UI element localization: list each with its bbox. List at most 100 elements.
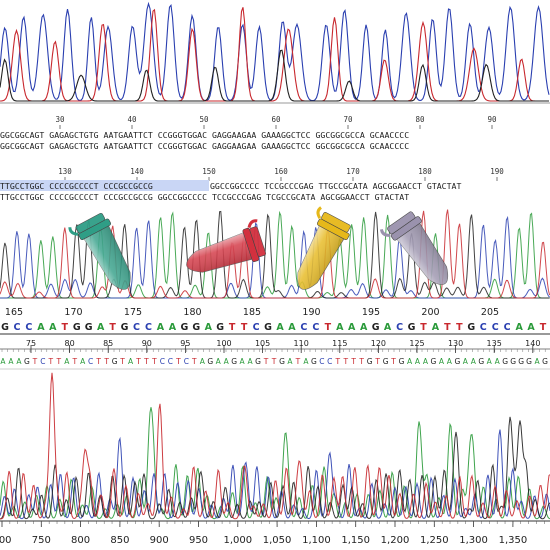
base-call: T <box>263 357 269 366</box>
pcr-tubes <box>68 206 449 290</box>
base-call: C <box>133 322 140 333</box>
base-call: G <box>207 357 213 366</box>
base-call: G <box>478 357 484 366</box>
bottom-trace-3 <box>0 372 550 520</box>
position-label: 190 <box>302 307 320 318</box>
base-call: G <box>264 322 272 333</box>
base-call: A <box>534 357 540 366</box>
base-call: A <box>276 322 284 333</box>
trace-series-0 <box>0 1 550 102</box>
base-call: A <box>439 357 445 366</box>
base-call: C <box>396 322 403 333</box>
base-call: C <box>184 357 189 366</box>
ruler-label: 125 <box>409 339 424 348</box>
base-call: A <box>360 322 368 333</box>
base-call: A <box>515 322 523 333</box>
ruler-label: 115 <box>332 339 347 348</box>
base-call: T <box>540 322 547 333</box>
ruler-label: 130 <box>448 339 463 348</box>
axis-label: 900 <box>150 535 169 546</box>
base-call: G <box>255 357 261 366</box>
axis-label: 850 <box>110 535 129 546</box>
base-call: T <box>151 357 157 366</box>
base-call: A <box>415 357 421 366</box>
base-call: T <box>271 357 277 366</box>
base-call: G <box>431 357 437 366</box>
top-chromatogram-trace <box>0 1 550 102</box>
base-call: A <box>64 357 70 366</box>
base-call: C <box>480 322 487 333</box>
base-call: T <box>420 322 427 333</box>
axis-label: 1,150 <box>341 535 370 546</box>
middle-chromatogram-trace <box>0 209 550 299</box>
x-axis-labels: 800 750 800 850 900 950 1,000 1,050 1,100 1,150 1,… <box>0 521 545 546</box>
sequence-line-1: GGCGGCAGT GAGAGCTGTG AATGAATTCT CCGGGTGG… <box>0 130 409 140</box>
base-call: G <box>24 357 30 366</box>
base-call: T <box>48 357 54 366</box>
base-position-labels: 165 170 175 180 185 190 195 200 205 <box>5 307 499 318</box>
base-call: T <box>95 357 101 366</box>
tube-hinge <box>247 219 258 229</box>
base-call: G <box>85 322 93 333</box>
base-call: C <box>25 322 32 333</box>
base-call: A <box>407 357 413 366</box>
sequence-line-3-rest: GGCCGGCCCC TCCGCCCGAG TTGCCGCATA AGCGGAA… <box>210 181 461 191</box>
base-call: A <box>348 322 356 333</box>
base-call: T <box>56 357 62 366</box>
ruler-label: 105 <box>255 339 270 348</box>
yellow-tube <box>297 206 351 290</box>
sequence-line-3-highlighted: TTGCCTGGC CCCCGCCCCT CCCGCCGCCG <box>0 181 153 191</box>
base-call: G <box>399 357 405 366</box>
base-call: T <box>456 322 463 333</box>
ruler-label: 140 <box>130 167 144 176</box>
base-call: C <box>40 357 45 366</box>
base-call: T <box>334 357 340 366</box>
base-call: G <box>311 357 317 366</box>
base-call: G <box>526 357 532 366</box>
base-call: T <box>390 357 396 366</box>
position-ruler-4: 75 80 85 90 95 100 105 110 115 120 125 130 135 140 <box>0 339 550 353</box>
trace-series-2 <box>0 49 549 102</box>
trace-G <box>0 210 550 299</box>
sequence-line-4: TTGCCTGGC CCCCGCCCCT CCCGCCGCCG GGCCGGCC… <box>0 192 409 202</box>
base-call: C <box>327 357 332 366</box>
tube-hinge <box>316 206 323 220</box>
bottom-trace-2 <box>0 416 550 520</box>
base-call: G <box>518 357 524 366</box>
base-call: A <box>97 322 105 333</box>
base-call: T <box>71 357 77 366</box>
base-call: A <box>240 357 246 366</box>
base-call: T <box>143 357 149 366</box>
base-call: C <box>253 322 260 333</box>
ruler-label: 120 <box>371 339 386 348</box>
base-call: A <box>16 357 22 366</box>
ruler-label: 40 <box>127 115 137 124</box>
base-call: G <box>231 357 237 366</box>
base-call: G <box>408 322 416 333</box>
base-call: A <box>200 357 206 366</box>
base-call: A <box>432 322 440 333</box>
base-call: A <box>205 322 213 333</box>
base-call: T <box>229 322 236 333</box>
position-label: 205 <box>481 307 499 318</box>
position-label: 180 <box>183 307 201 318</box>
base-call: A <box>527 322 535 333</box>
ruler-label: 60 <box>271 115 281 124</box>
base-call: T <box>374 357 380 366</box>
base-call: G <box>180 322 188 333</box>
base-call: T <box>32 357 38 366</box>
base-call: A <box>287 357 293 366</box>
base-call: C <box>300 322 307 333</box>
ruler-label: 150 <box>202 167 216 176</box>
base-call: A <box>303 357 309 366</box>
base-call: T <box>135 357 141 366</box>
ruler-label: 70 <box>343 115 353 124</box>
base-call: A <box>447 357 453 366</box>
bottom-trace-0 <box>0 407 550 520</box>
purple-tube <box>379 211 449 285</box>
tube-shine <box>83 224 131 290</box>
base-call: A <box>423 357 429 366</box>
tube-cap <box>387 211 416 235</box>
base-call: A <box>336 322 344 333</box>
ruler-label: 30 <box>55 115 65 124</box>
